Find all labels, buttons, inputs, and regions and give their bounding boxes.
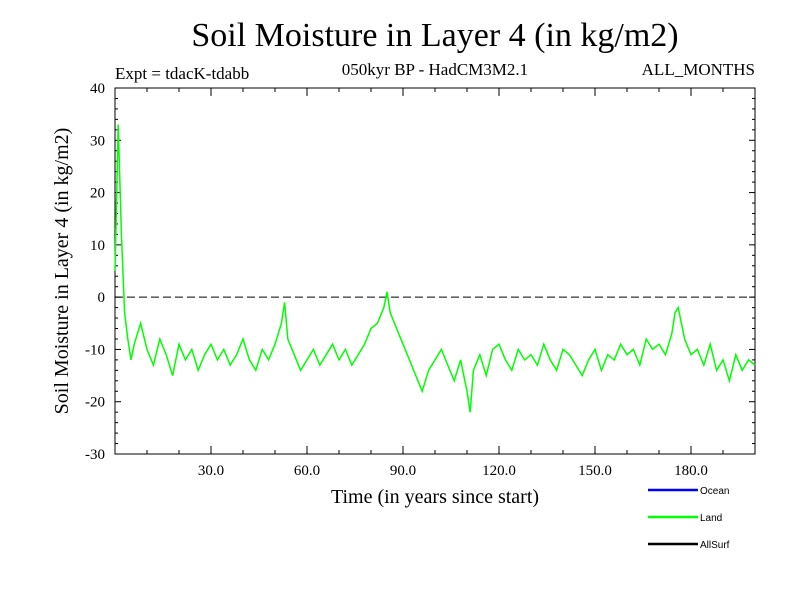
series-layer	[114, 124, 756, 413]
x-tick-label: 180.0	[674, 463, 708, 479]
y-tick-label: 0	[98, 290, 106, 306]
x-tick-label: 150.0	[578, 463, 612, 479]
chart-title: Soil Moisture in Layer 4 (in kg/m2)	[191, 17, 678, 54]
y-axis-label: Soil Moisture in Layer 4 (in kg/m2)	[51, 128, 73, 415]
experiment-label: Expt = tdacK-tdabb	[115, 64, 249, 83]
y-tick-label: 10	[90, 238, 105, 254]
x-tick-label: 120.0	[482, 463, 516, 479]
y-axis: -30 -20 -10 0 10 20 30 40	[85, 81, 755, 463]
legend-label-ocean: Ocean	[700, 486, 729, 497]
x-axis-label: Time (in years since start)	[331, 486, 539, 508]
y-tick-label: 40	[90, 81, 105, 97]
y-tick-label: -10	[85, 342, 105, 358]
y-tick-label: -20	[85, 395, 105, 411]
legend: Ocean Land AllSurf	[648, 486, 730, 551]
x-tick-label: 60.0	[294, 463, 320, 479]
x-tick-label: 30.0	[198, 463, 224, 479]
y-tick-label: 30	[90, 133, 105, 149]
x-axis: 30.0 60.0 90.0 120.0 150.0 180.0	[146, 88, 724, 479]
plot-area-frame	[114, 87, 756, 455]
months-label: ALL_MONTHS	[642, 60, 755, 79]
legend-label-land: Land	[700, 513, 722, 524]
x-tick-label: 90.0	[390, 463, 416, 479]
y-tick-label: 20	[90, 186, 105, 202]
series-line-land	[114, 124, 756, 413]
y-tick-label: -30	[85, 447, 105, 463]
legend-label-allsurf: AllSurf	[700, 540, 730, 551]
chart-subtitle: 050kyr BP - HadCM3M2.1	[342, 60, 528, 79]
